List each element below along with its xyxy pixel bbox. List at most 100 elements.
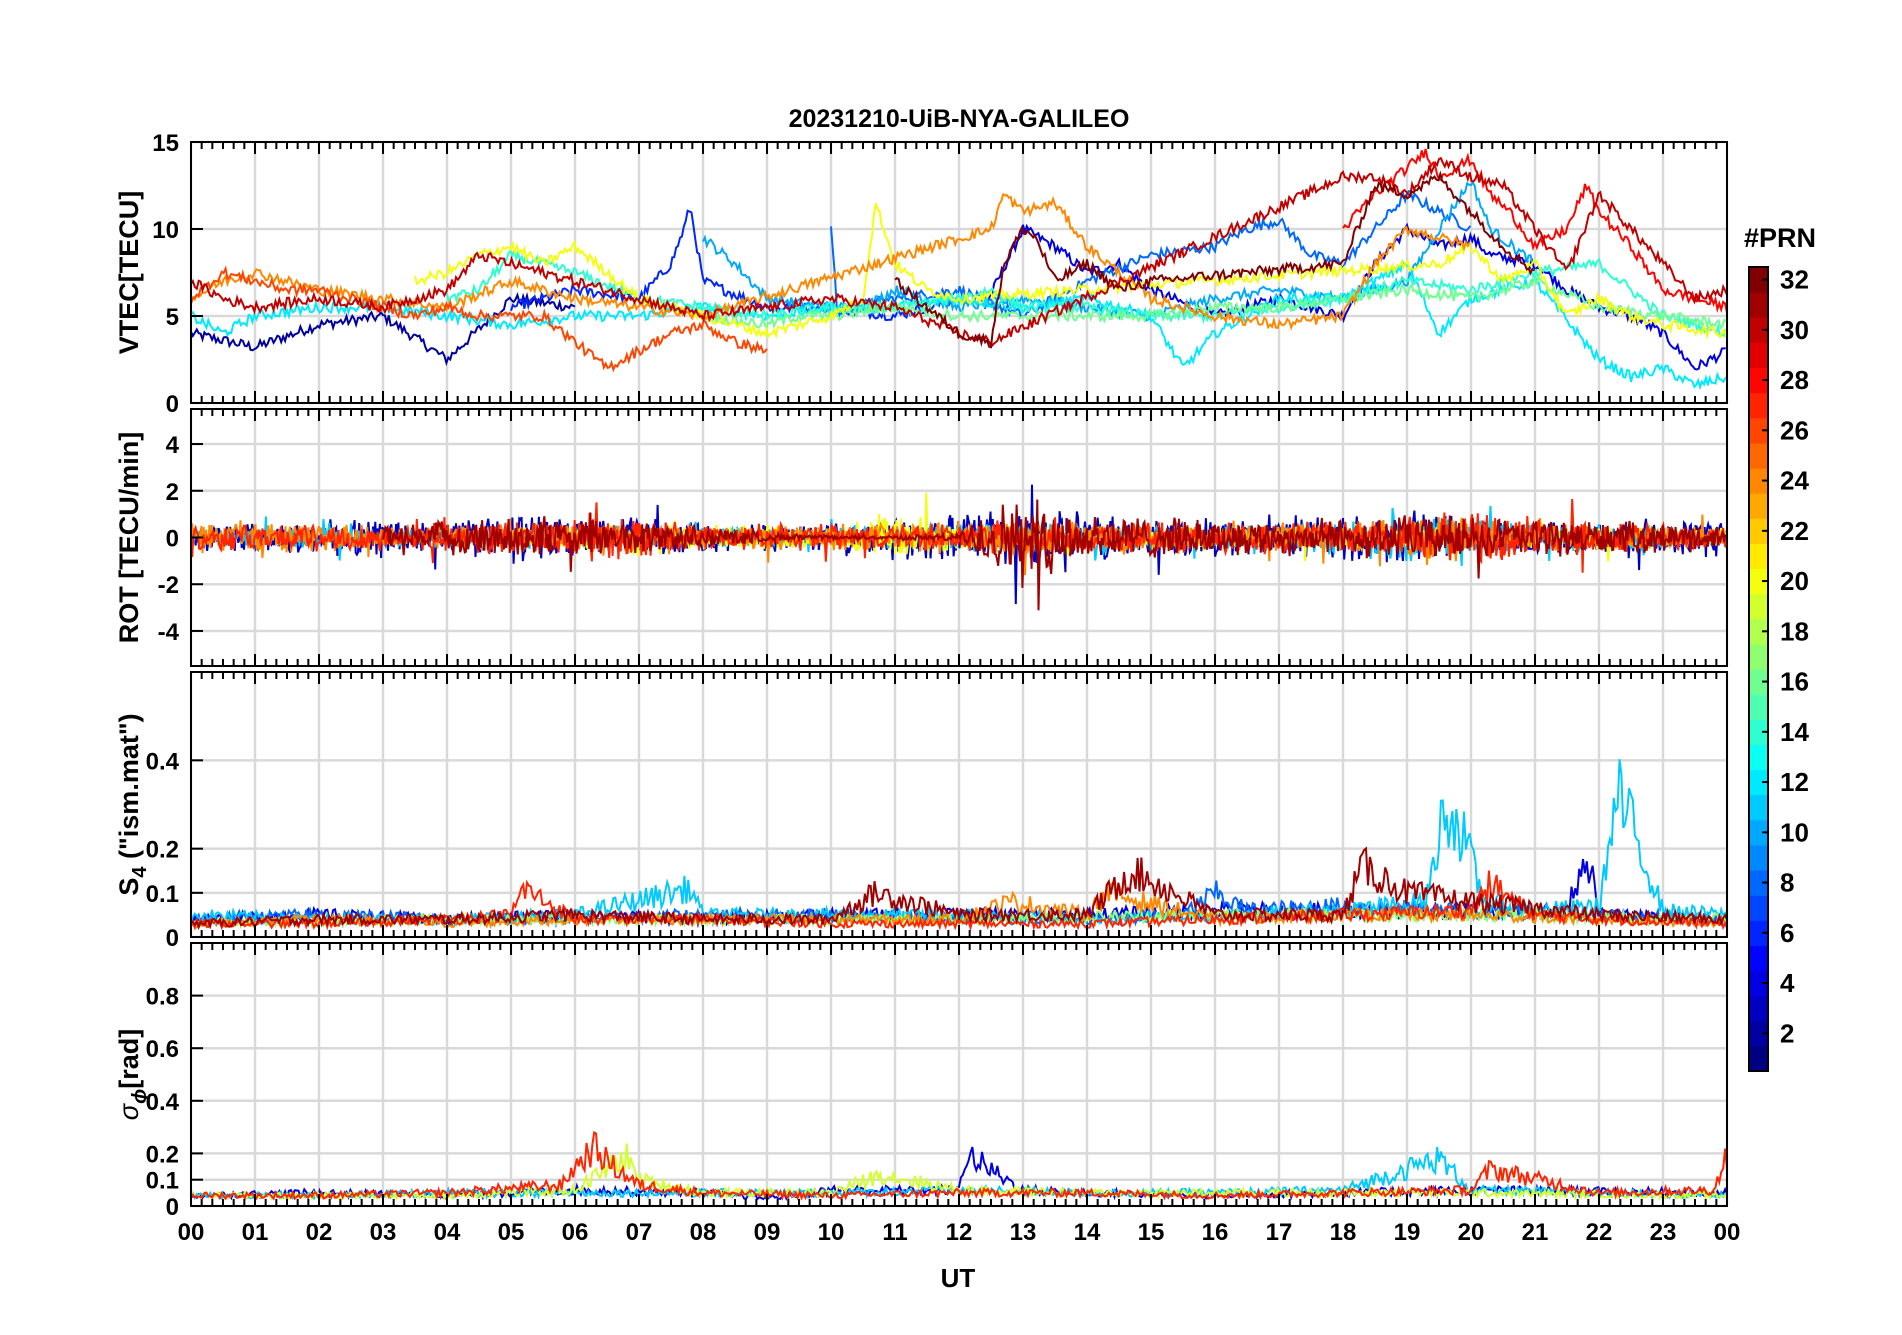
y-tick-label: 0 (166, 1194, 179, 1221)
colorbar-band (1749, 870, 1768, 896)
colorbar-tick-label: 24 (1780, 466, 1809, 496)
x-ticks (190, 142, 1728, 403)
x-axis-label: UT (941, 1263, 976, 1293)
x-tick-label: 15 (1138, 1219, 1165, 1246)
colorbar-tick-label: 26 (1780, 415, 1809, 445)
y-axis-label: σϕ[rad] (114, 1029, 151, 1120)
x-tick-label: 22 (1586, 1219, 1613, 1246)
colorbar-band (1749, 342, 1768, 369)
y-axis-label-sub: ϕ (129, 1089, 151, 1104)
y-tick-label: 0.6 (146, 1036, 179, 1063)
x-tick-label: 00 (1714, 1219, 1741, 1246)
y-axis-label: S4 ("ism.mat") (114, 713, 151, 895)
colorbar-tick-label: 8 (1780, 868, 1794, 898)
series-prn-30 (191, 156, 1727, 348)
colorbar-band (1749, 618, 1768, 645)
colorbar-band (1749, 417, 1768, 444)
colorbar-band (1749, 1045, 1768, 1072)
x-tick-label: 03 (370, 1219, 397, 1246)
series-prn-20 (414, 203, 1727, 340)
x-tick-label: 04 (434, 1219, 461, 1246)
series-prn-32 (894, 170, 1536, 349)
colorbar-tick-label: 28 (1780, 365, 1809, 395)
colorbar-band (1749, 267, 1768, 293)
x-tick-label: 11 (882, 1219, 907, 1246)
y-tick-labels: -4 -2 0 2 4 (158, 432, 203, 646)
y-tick-label: 0.4 (146, 748, 180, 775)
y-tick-label: 2 (166, 479, 179, 506)
x-tick-label: 13 (1010, 1219, 1037, 1246)
x-ticks (190, 943, 1728, 1206)
x-tick-label: 01 (242, 1219, 269, 1246)
colorbar-band (1749, 819, 1768, 846)
x-tick-label: 17 (1266, 1219, 1293, 1246)
colorbar-tick-label: 18 (1780, 616, 1809, 646)
x-ticks (190, 409, 1728, 666)
colorbar-band (1749, 920, 1768, 946)
colorbar-tick-label: 12 (1780, 767, 1809, 797)
x-tick-labels: 00 01 02 03 04 05 06 07 08 09 10 11 12 13 14 15 16 17 18 19… (178, 1219, 1741, 1246)
y-tick-labels: 00.10.2 0.4 0.6 0.8 (146, 984, 203, 1221)
colorbar-band (1749, 970, 1768, 997)
colorbar-band (1749, 694, 1768, 720)
x-tick-label: 20 (1458, 1219, 1485, 1246)
colorbar-band (1749, 468, 1768, 494)
x-tick-label: 09 (754, 1219, 781, 1246)
x-ticks (190, 672, 1728, 937)
colorbar-tick-label: 2 (1780, 1018, 1794, 1048)
colorbar-band (1749, 769, 1768, 796)
colorbar-band (1749, 392, 1768, 419)
y-tick-label: 0.4 (146, 1089, 180, 1116)
colorbar-band (1749, 995, 1768, 1022)
series-prn-28 (1342, 148, 1727, 314)
panel-vtec: 0 5 10 15 VTEC[TECU] (114, 130, 1729, 418)
x-tick-label: 12 (946, 1219, 973, 1246)
x-tick-label: 18 (1330, 1219, 1357, 1246)
colorbar-frame (1748, 266, 1769, 1072)
colorbar-band (1749, 844, 1768, 871)
y-tick-label: -2 (158, 572, 179, 599)
series-prn-12 (191, 259, 1727, 391)
colorbar-band (1749, 669, 1768, 695)
y-tick-label: 15 (152, 130, 179, 157)
panel-sigma: 00.10.2 0.4 0.6 0.8 σϕ[rad] (114, 942, 1729, 1221)
x-tick-label: 10 (818, 1219, 845, 1246)
colorbar-tick-label: 4 (1780, 968, 1795, 998)
y-axis-label-main: S (114, 878, 144, 896)
y-tick-label: 0.2 (146, 1141, 179, 1168)
colorbar-tick-label: 6 (1780, 918, 1794, 948)
y-tick-labels: 0 0.1 0.2 0.4 (146, 748, 203, 952)
y-tick-label: 10 (152, 217, 179, 244)
colorbar-band (1749, 543, 1768, 570)
y-tick-labels: 0 5 10 15 (152, 130, 203, 418)
colorbar-band (1749, 317, 1768, 343)
colorbar-tick-label: 14 (1780, 717, 1809, 747)
series-prn-27 (191, 870, 1727, 932)
y-axis-label-sub: 4 (129, 866, 151, 878)
series-prn-10 (702, 180, 1536, 322)
colorbar-band (1749, 568, 1768, 595)
panel-s4: 00.10.20.4S4 ("ism.mat") (114, 671, 1729, 952)
x-gridlines (189, 943, 1729, 1206)
y-tick-label: 0.1 (146, 881, 179, 908)
y-tick-label: 0 (166, 391, 179, 418)
colorbar-band (1749, 367, 1768, 394)
x-tick-label: 07 (626, 1219, 653, 1246)
series-prn-26 (191, 265, 768, 373)
x-tick-label: 02 (306, 1219, 333, 1246)
colorbar-band (1749, 945, 1768, 972)
series-group (191, 148, 1727, 391)
colorbar-band (1749, 744, 1768, 771)
x-tick-label: 08 (690, 1219, 717, 1246)
y-tick-label: 0 (166, 925, 179, 952)
y-tick-label: 0 (166, 526, 179, 553)
y-tick-label: -4 (158, 619, 180, 646)
colorbar-title: #PRN (1744, 223, 1816, 253)
colorbar-band (1749, 292, 1768, 318)
x-tick-label: 00 (178, 1219, 205, 1246)
colorbar-tick-label: 22 (1780, 516, 1809, 546)
colorbar-band (1749, 1020, 1768, 1047)
series-prn-8 (830, 189, 1472, 319)
